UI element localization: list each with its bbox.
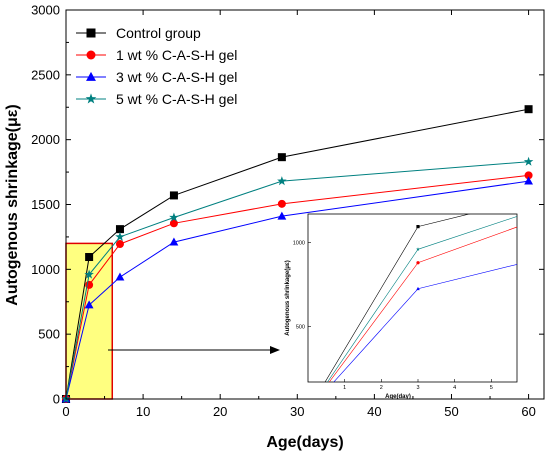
data-point-control-group xyxy=(277,153,286,162)
legend-marker-control-group xyxy=(86,28,96,38)
series-line-3-wt-c-a-s-h-gel xyxy=(65,180,529,400)
y-tick-label: 3000 xyxy=(31,3,60,18)
legend-label-control-group: Control group xyxy=(116,25,201,41)
legend-label-3-wt-c-a-s-h-gel: 3 wt % C-A-S-H gel xyxy=(116,69,237,85)
main-series-layer xyxy=(61,105,534,404)
x-tick-label: 50 xyxy=(444,404,458,419)
inset-data-point-1-wt-c-a-s-h-gel xyxy=(416,261,420,265)
inset-x-tick-label: 1 xyxy=(343,385,346,391)
series-line-5-wt-c-a-s-h-gel xyxy=(65,161,529,400)
y-tick-label: 2000 xyxy=(31,132,60,147)
data-point-3-wt-c-a-s-h-gel xyxy=(524,176,533,185)
data-point-5-wt-c-a-s-h-gel xyxy=(277,176,287,186)
y-tick-label: 0 xyxy=(53,392,60,407)
inset-data-point-3-wt-c-a-s-h-gel xyxy=(416,286,420,291)
legend-marker-1-wt-c-a-s-h-gel xyxy=(86,50,96,60)
data-point-control-group xyxy=(524,105,533,114)
data-point-5-wt-c-a-s-h-gel xyxy=(523,156,534,166)
data-point-1-wt-c-a-s-h-gel xyxy=(524,171,533,180)
inset-x-axis-title: Age(day) xyxy=(385,394,411,400)
data-point-3-wt-c-a-s-h-gel xyxy=(115,272,125,281)
data-point-1-wt-c-a-s-h-gel xyxy=(169,219,178,228)
x-tick-label: 10 xyxy=(136,404,150,419)
inset-y-tick-label: 1000 xyxy=(293,241,305,247)
data-point-1-wt-c-a-s-h-gel xyxy=(115,240,124,249)
data-point-control-group xyxy=(115,225,124,234)
x-tick-label: 40 xyxy=(367,404,381,419)
inset-background xyxy=(307,213,518,383)
inset-x-tick-label: 5 xyxy=(490,385,493,391)
legend: Control group 1 wt % C-A-S-H gel 3 wt % C-… xyxy=(76,25,237,107)
inset-x-tick-label: 4 xyxy=(453,385,456,391)
x-axis-title: Age(days) xyxy=(266,434,343,451)
x-tick-label: 30 xyxy=(290,404,304,419)
y-tick-label: 2500 xyxy=(31,67,60,82)
legend-label-5-wt-c-a-s-h-gel: 5 wt % C-A-S-H gel xyxy=(116,91,237,107)
data-point-3-wt-c-a-s-h-gel xyxy=(277,211,287,220)
series-line-1-wt-c-a-s-h-gel xyxy=(65,174,529,400)
y-axis-title: Autogenous shrinkage(με) xyxy=(4,104,21,305)
x-tick-label: 60 xyxy=(521,404,535,419)
inset-y-tick-label: 500 xyxy=(296,325,305,331)
y-tick-label: 1500 xyxy=(31,197,60,212)
inset-y-axis-title: Autogenous shrinkage(με) xyxy=(285,260,291,336)
data-point-5-wt-c-a-s-h-gel xyxy=(169,212,179,222)
data-point-5-wt-c-a-s-h-gel xyxy=(115,231,125,241)
x-tick-label: 0 xyxy=(62,404,69,419)
data-point-3-wt-c-a-s-h-gel xyxy=(169,237,179,246)
inset-data-point-control-group xyxy=(416,225,420,229)
legend-label-1-wt-c-a-s-h-gel: 1 wt % C-A-S-H gel xyxy=(116,47,237,63)
y-tick-label: 1000 xyxy=(31,262,60,277)
legend-marker-5-wt-c-a-s-h-gel xyxy=(85,93,97,104)
inset-x-tick-label: 2 xyxy=(380,385,383,391)
data-point-control-group xyxy=(85,253,94,262)
zoom-arrow-head xyxy=(270,346,280,354)
inset-x-tick-label: 3 xyxy=(416,385,419,391)
data-point-5-wt-c-a-s-h-gel xyxy=(84,269,94,279)
legend-marker-3-wt-c-a-s-h-gel xyxy=(86,71,96,81)
inset-series-layer xyxy=(324,214,517,382)
y-tick-label: 500 xyxy=(38,327,60,342)
data-point-control-group xyxy=(169,191,178,200)
data-point-3-wt-c-a-s-h-gel xyxy=(84,300,94,309)
inset-ticks-layer: 1 2 3 4 5 500 1000 xyxy=(293,241,493,391)
series-line-control-group xyxy=(65,108,529,400)
inset-data-point-5-wt-c-a-s-h-gel xyxy=(416,247,420,251)
x-tick-label: 20 xyxy=(213,404,227,419)
zoom-highlight-region xyxy=(65,242,114,400)
data-point-1-wt-c-a-s-h-gel xyxy=(277,199,286,208)
